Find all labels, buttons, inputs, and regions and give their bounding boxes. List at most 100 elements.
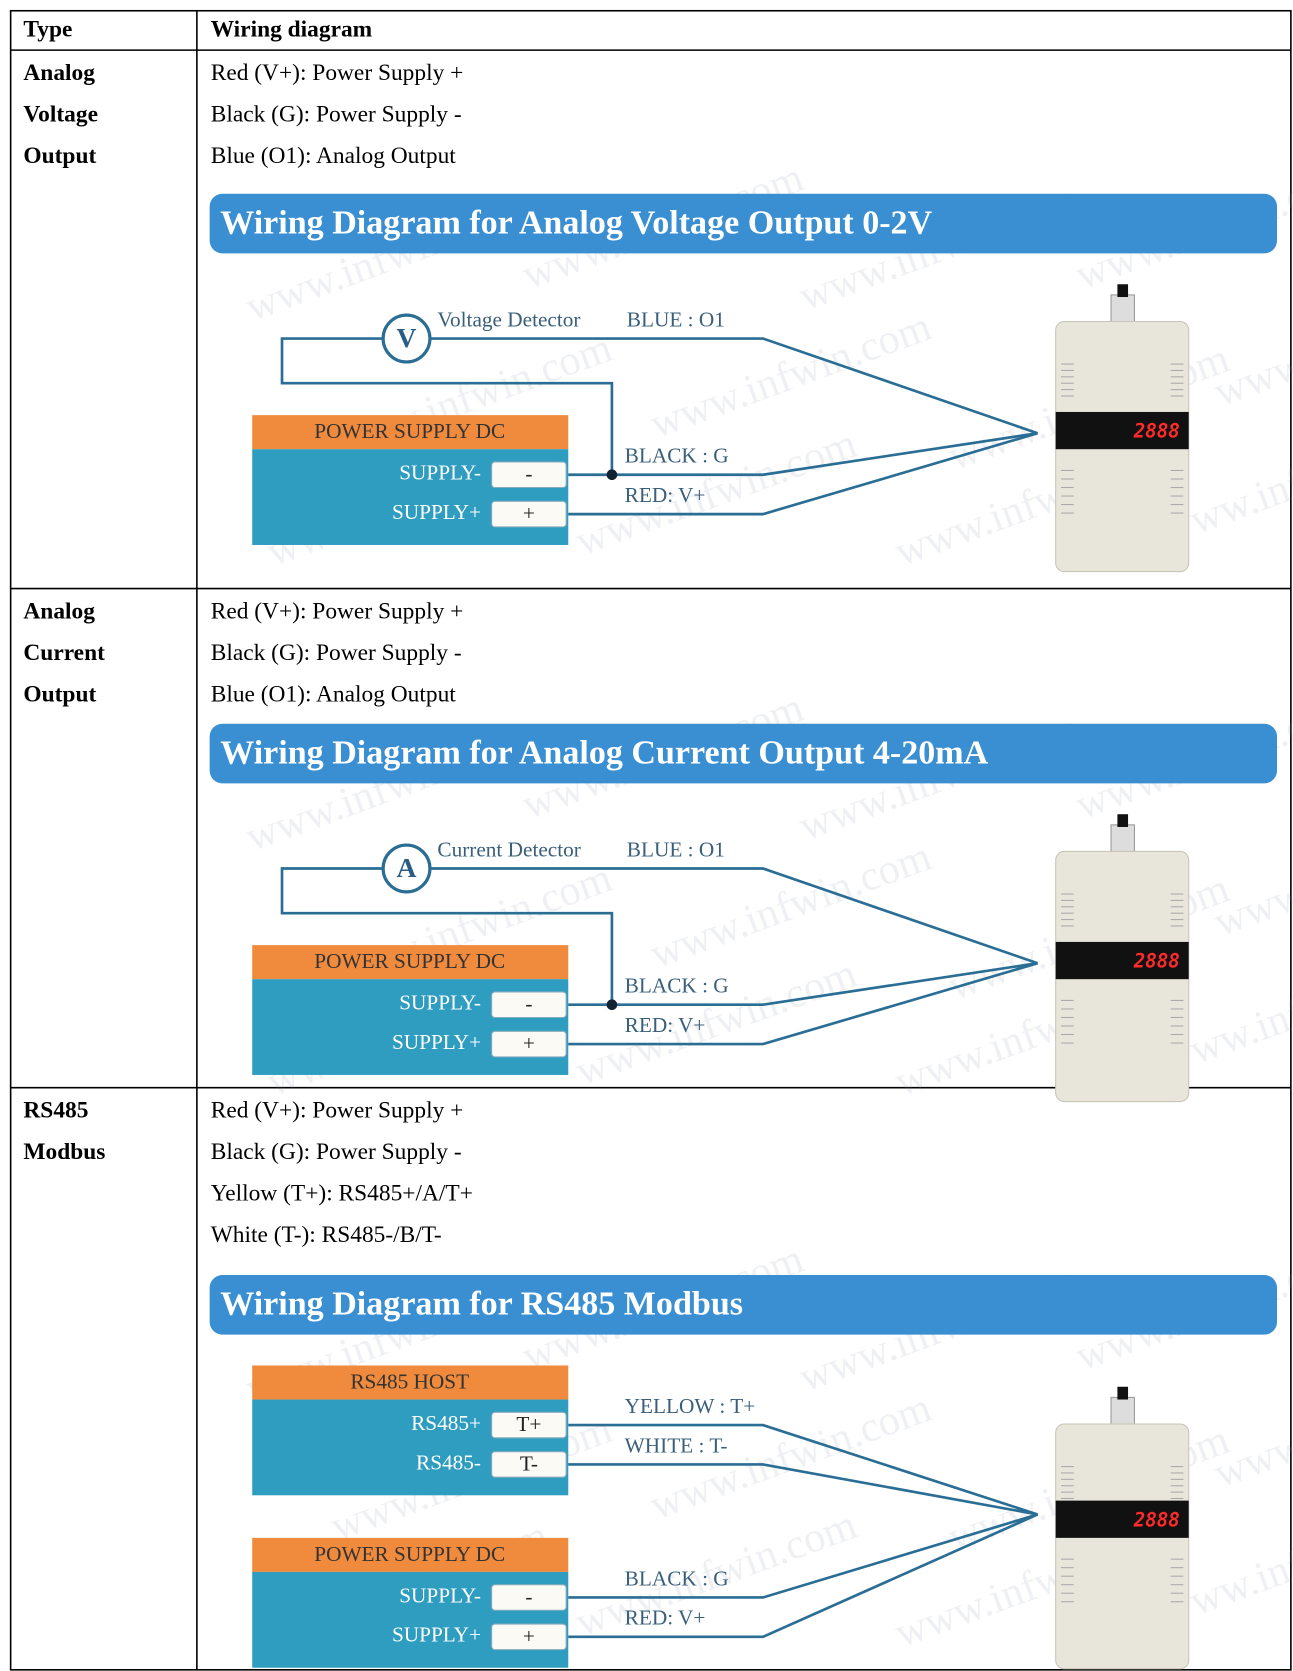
device-cap bbox=[1117, 814, 1129, 827]
terminal-symbol: + bbox=[523, 1031, 535, 1055]
box-header-label: POWER SUPPLY DC bbox=[314, 419, 505, 443]
wire bbox=[568, 961, 1038, 1046]
terminal-label: RS485- bbox=[416, 1450, 481, 1474]
wire-label: BLUE : O1 bbox=[627, 837, 725, 861]
wiring-line: Red (V+): Power Supply + bbox=[211, 1098, 464, 1124]
wire-label: RED: V+ bbox=[625, 1606, 706, 1630]
detector-symbol: V bbox=[397, 322, 417, 353]
row-type: Analog bbox=[23, 598, 95, 624]
terminal-symbol: - bbox=[525, 1584, 532, 1608]
watermark: www.infwin.com bbox=[569, 420, 862, 565]
wire bbox=[568, 1423, 1039, 1516]
wiring-line: Red (V+): Power Supply + bbox=[211, 60, 464, 86]
row-type: Modbus bbox=[23, 1139, 105, 1165]
title-bar bbox=[209, 723, 1278, 784]
row-type: Output bbox=[23, 681, 96, 707]
detector bbox=[381, 843, 432, 894]
wire-label: BLUE : O1 bbox=[627, 307, 725, 331]
header-type: Type bbox=[23, 16, 72, 42]
device-display bbox=[1055, 411, 1189, 450]
terminal bbox=[491, 991, 567, 1019]
title-bar bbox=[209, 193, 1278, 254]
terminal bbox=[491, 1451, 567, 1478]
device-cap bbox=[1117, 1386, 1129, 1400]
detector bbox=[381, 313, 432, 364]
wire bbox=[568, 1513, 1039, 1639]
row-type: Output bbox=[23, 143, 96, 169]
terminal bbox=[491, 461, 567, 489]
terminal-symbol: T+ bbox=[516, 1412, 541, 1436]
wire-label: BLACK : G bbox=[625, 974, 729, 998]
box-header-label: POWER SUPPLY DC bbox=[314, 949, 505, 973]
terminal bbox=[491, 1623, 567, 1651]
device bbox=[1055, 1423, 1190, 1670]
box-header bbox=[252, 1365, 569, 1400]
wire-label: BLACK : G bbox=[625, 444, 729, 468]
wiring-line: Black (G): Power Supply - bbox=[211, 1139, 462, 1165]
wire-label: YELLOW : T+ bbox=[625, 1394, 756, 1418]
wire bbox=[568, 431, 1038, 516]
wire-label: RED: V+ bbox=[625, 1013, 706, 1037]
wiring-line: Black (G): Power Supply - bbox=[211, 640, 462, 666]
display-reading: 2888 bbox=[1133, 420, 1180, 443]
terminal-label: SUPPLY+ bbox=[392, 1623, 481, 1647]
terminal-label: SUPPLY- bbox=[399, 991, 481, 1015]
junction bbox=[606, 469, 618, 481]
box-header bbox=[252, 415, 569, 450]
detector-symbol: A bbox=[397, 852, 417, 883]
row-type: Current bbox=[23, 640, 105, 666]
wire-label: RED: V+ bbox=[625, 483, 706, 507]
terminal-label: SUPPLY+ bbox=[392, 500, 481, 524]
terminal bbox=[491, 1584, 567, 1611]
wire bbox=[280, 867, 614, 1005]
detector-label: Current Detector bbox=[437, 837, 580, 861]
wire-label: WHITE : T- bbox=[625, 1433, 728, 1457]
terminal bbox=[491, 1411, 567, 1439]
row-type: RS485 bbox=[23, 1098, 88, 1124]
watermark: www.infwin.com bbox=[569, 950, 862, 1095]
wiring-line: Black (G): Power Supply - bbox=[211, 101, 462, 127]
wire bbox=[280, 337, 614, 475]
wire bbox=[568, 1513, 1038, 1599]
display-reading: 2888 bbox=[1133, 950, 1180, 973]
device-cap bbox=[1117, 284, 1129, 298]
box-header bbox=[252, 945, 569, 980]
terminal-label: SUPPLY- bbox=[399, 461, 481, 485]
diagram-title: Wiring Diagram for RS485 Modbus bbox=[220, 1286, 743, 1323]
device-display bbox=[1055, 1500, 1189, 1538]
diagram-title: Wiring Diagram for Analog Voltage Output… bbox=[220, 205, 932, 242]
terminal-symbol: + bbox=[523, 1624, 535, 1648]
title-bar bbox=[209, 1275, 1278, 1335]
header-diagram: Wiring diagram bbox=[211, 16, 373, 42]
terminal-label: SUPPLY+ bbox=[392, 1030, 481, 1054]
box-header-label: RS485 HOST bbox=[350, 1369, 469, 1393]
box-header-label: POWER SUPPLY DC bbox=[314, 1542, 505, 1566]
row-type: Analog bbox=[23, 60, 95, 86]
wiring-line: Blue (O1): Analog Output bbox=[211, 681, 457, 707]
wire bbox=[429, 337, 1039, 435]
wire bbox=[568, 961, 1038, 1007]
terminal-label: RS485+ bbox=[411, 1411, 481, 1435]
row-type: Voltage bbox=[23, 101, 98, 127]
wire-label: BLACK : G bbox=[625, 1566, 729, 1590]
terminal-symbol: - bbox=[525, 462, 532, 486]
wiring-line: Blue (O1): Analog Output bbox=[211, 143, 457, 169]
diagram-title: Wiring Diagram for Analog Current Output… bbox=[220, 734, 988, 771]
box-header bbox=[252, 1537, 569, 1572]
terminal-label: SUPPLY- bbox=[399, 1583, 481, 1607]
terminal-symbol: T- bbox=[520, 1451, 538, 1475]
terminal bbox=[491, 500, 567, 528]
wiring-line: White (T-): RS485-/B/T- bbox=[211, 1222, 442, 1248]
wire bbox=[568, 1463, 1038, 1516]
wiring-line: Yellow (T+): RS485+/A/T+ bbox=[211, 1181, 473, 1207]
terminal-symbol: - bbox=[525, 992, 532, 1016]
junction bbox=[606, 999, 618, 1011]
device-display bbox=[1055, 941, 1189, 980]
terminal-symbol: + bbox=[523, 501, 535, 525]
display-reading: 2888 bbox=[1133, 1508, 1180, 1531]
